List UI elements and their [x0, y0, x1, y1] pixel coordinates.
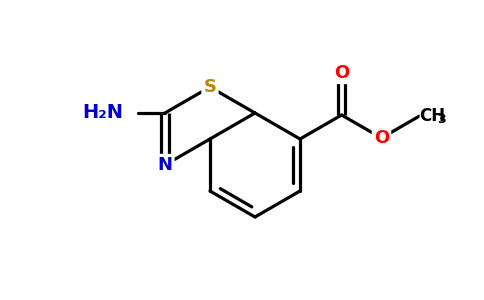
Text: N: N [157, 156, 172, 174]
Text: CH: CH [420, 107, 446, 125]
Text: S: S [203, 78, 216, 96]
Text: H₂N: H₂N [82, 103, 123, 122]
Text: O: O [334, 64, 349, 82]
Text: O: O [374, 129, 389, 147]
Text: 3: 3 [438, 113, 446, 127]
